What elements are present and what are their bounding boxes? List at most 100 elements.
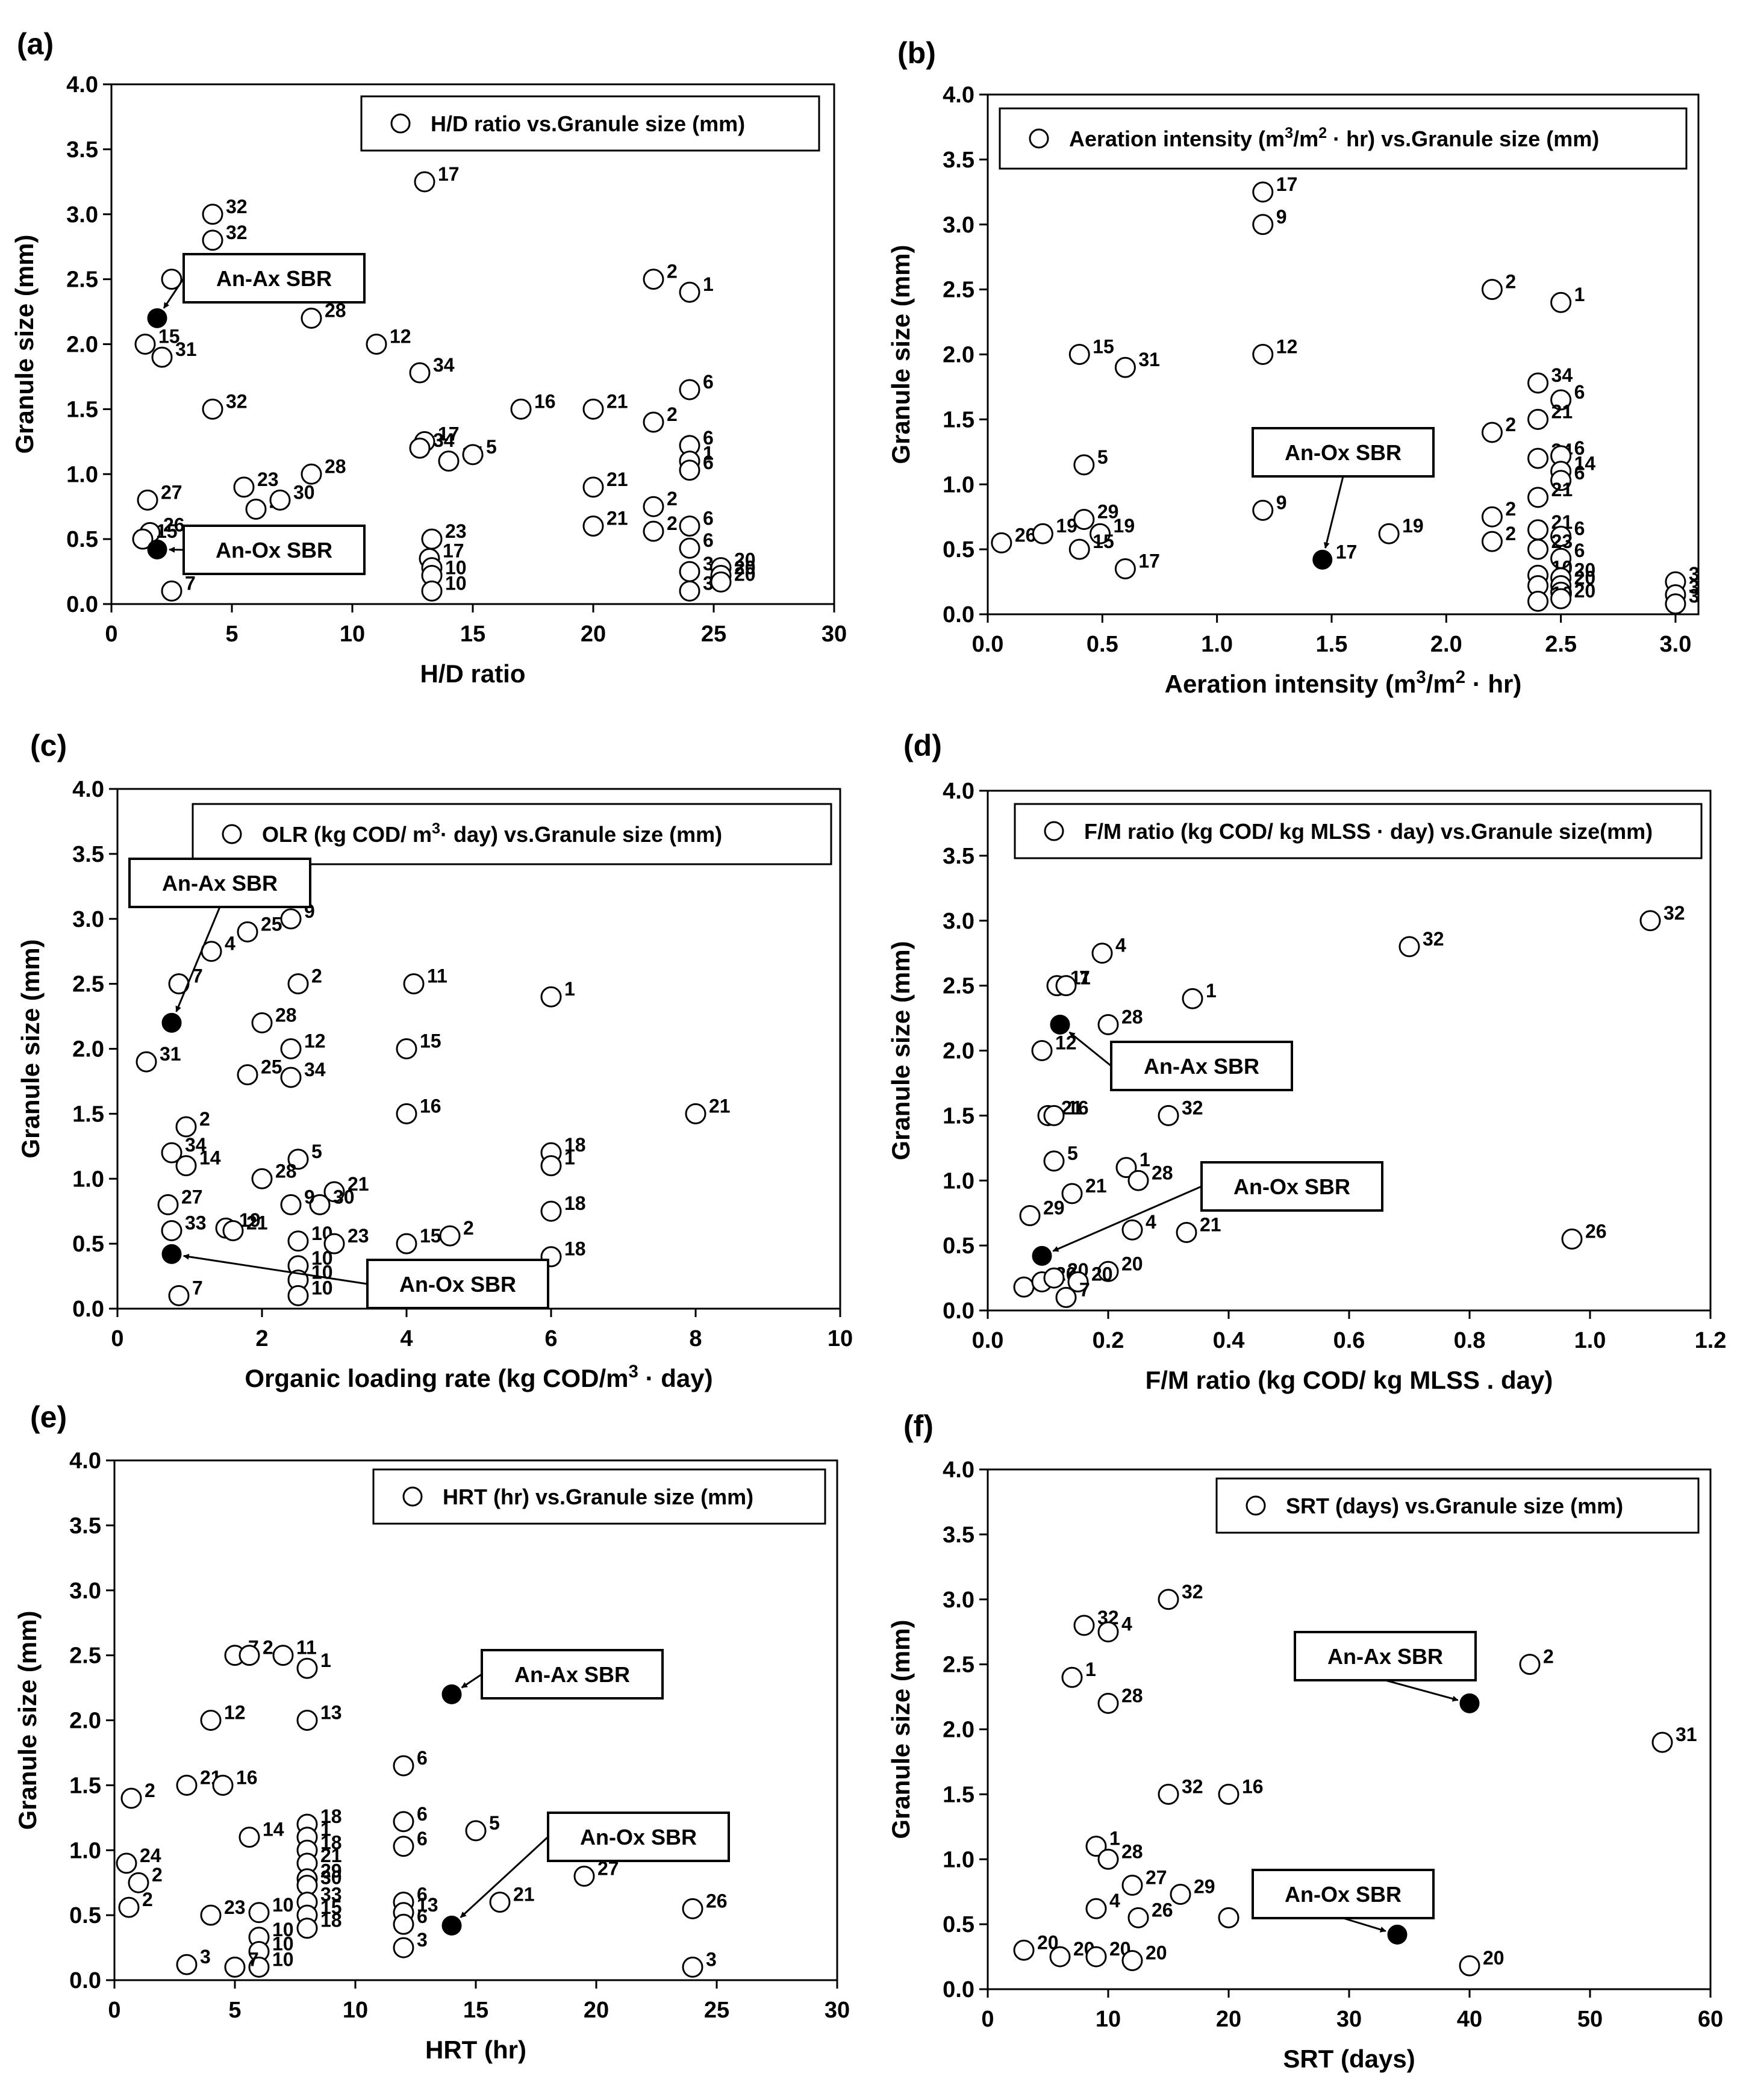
y-tick-label: 4.0 [943,83,974,108]
data-point [287,1285,309,1306]
legend: Aeration intensity (m3/m2 · hr) vs.Granu… [999,107,1688,170]
data-point [1398,936,1420,958]
x-tick-label: 25 [704,1998,729,2023]
study-point [147,308,167,328]
point-label: 20 [1483,1947,1504,1969]
data-point [233,476,255,498]
data-point [168,1285,190,1306]
point-label: 20 [734,563,756,585]
point-label: 4 [1109,1890,1120,1911]
point-label: 21 [1085,1175,1107,1197]
data-point [679,281,700,303]
callout: An-Ax SBR [1068,1031,1293,1091]
data-point [582,476,604,498]
point-label: 21 [606,469,628,490]
legend-marker [1029,128,1049,149]
legend-box [1215,1477,1700,1534]
data-point [393,1811,414,1833]
data-point [272,1645,294,1666]
point-label: 18 [320,1910,342,1931]
panel-d: (d) 0.0 0.2 0.4 0.6 0.8 1.0 1.2 0.0 0.5 1.0 1.5 2.0 2… [887,729,1726,1394]
study-point [441,1684,462,1704]
y-tick-label: 1.0 [66,462,98,487]
point-label: 5 [489,1812,500,1834]
data-point [202,229,223,251]
data-point [237,921,258,943]
data-point [128,1872,149,1893]
data-point [1055,975,1077,997]
x-tick-label: 0.0 [972,632,1004,657]
point-label: 28 [1121,1840,1143,1862]
data-point [489,1892,511,1913]
data-point [1061,1183,1083,1204]
data-point [643,411,664,433]
data-point [245,499,267,520]
data-point [1550,470,1572,491]
y-tick-label: 0.0 [69,1968,101,1993]
x-tick-label: 0 [108,1998,120,2023]
point-label: 1 [320,1650,331,1671]
point-label: 6 [417,1747,428,1769]
callout-arrow [1342,1917,1386,1933]
point-label: 1 [1574,284,1585,305]
data-point [251,1012,273,1033]
point-label: 4 [1121,1613,1132,1635]
callout: An-Ox SBR [1252,427,1435,549]
x-tick-label: 50 [1577,2007,1603,2032]
panel-e: (e)0 5 10 15 20 25 300.00.51.01.52.02.53.03.54… [13,1400,850,2064]
point-label: 6 [703,508,714,529]
y-tick-label: 3.0 [943,1587,974,1613]
callout-box [182,525,366,575]
data-point [1127,1907,1149,1928]
callout-arrow [1052,1185,1202,1252]
panel-a: (a)0 5 10 15 20 25 300.00.51.01.52.02.53.03.54… [10,27,847,688]
data-point [1013,1276,1035,1298]
y-tick-label: 2.0 [943,1039,974,1064]
callout-text: An-Ax SBR [162,871,278,896]
callout-text: An-Ax SBR [1144,1054,1259,1079]
data-point [1091,943,1113,964]
point-label: 5 [1097,446,1108,468]
point-label: 9 [1276,206,1287,228]
y-tick-label: 4.0 [943,779,974,804]
data-point [212,1774,234,1796]
point-label: 21 [709,1095,731,1117]
data-point [1085,1946,1107,1968]
callout-box [1294,1631,1477,1681]
point-label: 6 [1574,381,1585,403]
callout-text: An-Ox SBR [399,1272,516,1297]
y-tick-label: 0.5 [72,1232,104,1257]
point-label: 2 [311,965,322,987]
data-point [161,580,182,602]
point-label: 1 [1140,1149,1150,1171]
point-label: 15 [420,1225,441,1247]
data-point [1085,1898,1107,1919]
y-tick-label: 0.5 [69,1903,101,1928]
data-point [1252,344,1274,365]
data-point [1121,1874,1143,1896]
data-point [439,1225,461,1247]
y-tick-label: 4.0 [69,1448,101,1474]
study-point [1312,549,1333,570]
data-point [161,1220,182,1242]
data-point [710,571,732,593]
callout: An-Ax SBR [128,858,311,1012]
point-label: 14 [263,1819,284,1840]
legend-marker [1246,1495,1266,1516]
data-point [1550,588,1572,609]
x-tick-label: 30 [1336,2007,1362,2032]
data-point [269,489,291,511]
point-label: 21 [1551,400,1573,422]
y-tick-label: 1.5 [66,397,98,422]
x-tick-label: 8 [689,1326,702,1351]
legend: SRT (days) vs.Granule size (mm) [1215,1477,1700,1534]
point-label: 16 [1242,1775,1264,1797]
point-label: 18 [564,1134,586,1156]
point-label: 20 [1574,580,1596,602]
legend-marker [222,824,242,844]
point-label: 2 [1505,271,1516,293]
legend-text: Aeration intensity (m3/m2 · hr) vs.Granu… [1069,125,1599,151]
data-point [118,1896,140,1918]
data-point [1527,590,1549,612]
point-label: 20 [1574,567,1596,589]
